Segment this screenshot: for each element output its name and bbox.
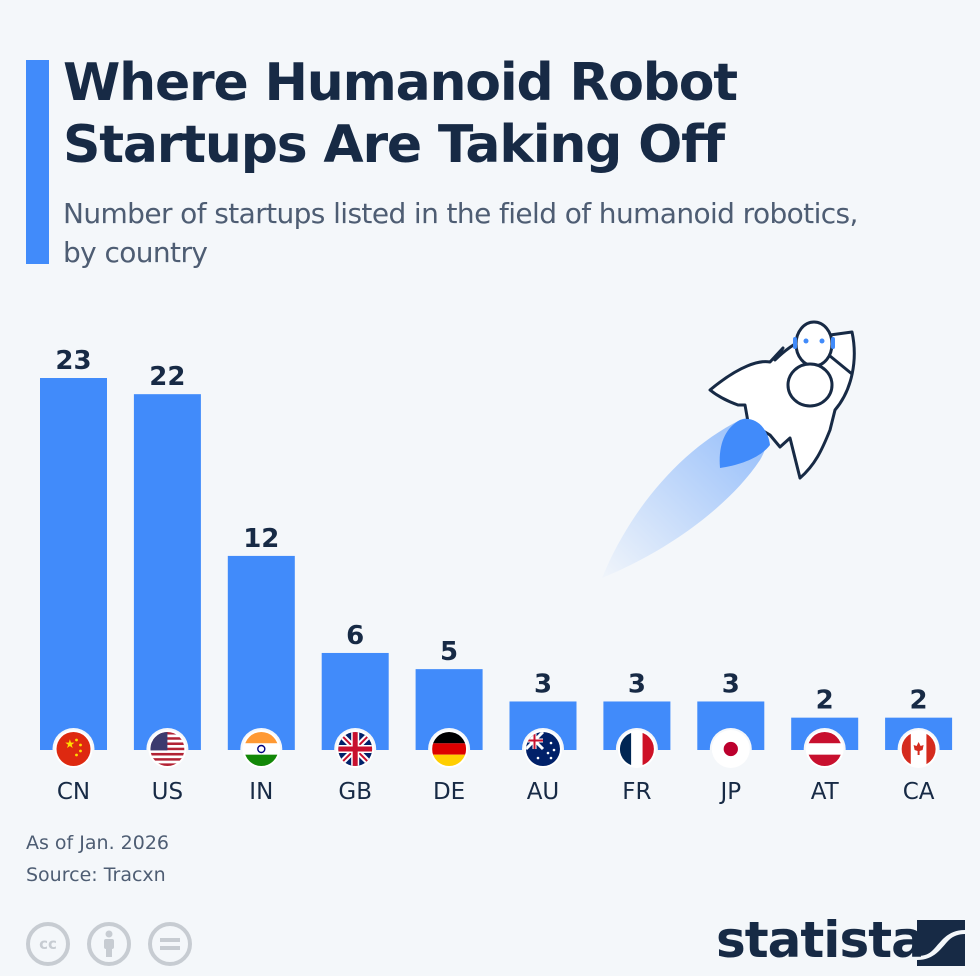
statista-logo[interactable]: statista xyxy=(716,911,925,969)
statista-logo-mark-icon xyxy=(917,920,965,966)
bar-cn xyxy=(40,378,107,750)
value-label-at: 2 xyxy=(816,686,834,716)
chart-subtitle: Number of startups listed in the field o… xyxy=(63,194,980,272)
cc-icon[interactable]: cc xyxy=(26,922,70,966)
category-label-au: AU xyxy=(527,779,560,805)
category-label-fr: FR xyxy=(622,779,651,805)
date-note: As of Jan. 2026 xyxy=(26,832,170,854)
chart-title: Where Humanoid Robot Startups Are Taking… xyxy=(63,52,963,176)
value-label-au: 3 xyxy=(534,669,552,699)
category-label-gb: GB xyxy=(338,779,372,805)
category-label-at: AT xyxy=(811,779,840,805)
bar-us xyxy=(133,394,201,750)
rocket-flame xyxy=(719,418,770,468)
no-derivatives-icon[interactable] xyxy=(148,922,192,966)
flags-layer: ★ xyxy=(52,728,940,770)
title-line-2: Startups Are Taking Off xyxy=(63,115,725,175)
value-label-fr: 3 xyxy=(628,669,646,699)
usa-flag-icon xyxy=(146,728,189,770)
title-accent-bar xyxy=(26,60,49,264)
japan-flag-icon xyxy=(709,728,752,770)
bar-chart: ★ 23 CN 22 US 12 IN 6 GB 5 DE 3 AU 3 FR 3 JP 2 AT 2 CA xyxy=(40,346,953,805)
rocket-robot-illustration xyxy=(602,320,856,578)
category-label-us: US xyxy=(152,779,183,805)
value-label-gb: 6 xyxy=(346,621,364,651)
austria-flag-icon xyxy=(803,728,846,770)
category-label-cn: CN xyxy=(57,779,90,805)
value-label-de: 5 xyxy=(440,637,458,667)
france-flag-icon xyxy=(615,728,658,770)
robot-torso xyxy=(786,362,834,408)
china-flag-icon: ★ xyxy=(52,728,95,770)
title-line-1: Where Humanoid Robot xyxy=(63,53,738,113)
labels-layer: 23 CN 22 US 12 IN 6 GB 5 DE 3 AU 3 FR 3 JP 2 AT 2 CA xyxy=(55,346,934,805)
attribution-icon[interactable] xyxy=(87,922,131,966)
category-label-de: DE xyxy=(433,779,465,805)
bar-in xyxy=(227,555,295,750)
equals-glyph xyxy=(160,938,180,950)
value-label-us: 22 xyxy=(149,362,185,392)
category-label-in: IN xyxy=(249,779,273,805)
india-flag-icon xyxy=(240,728,283,770)
germany-flag-icon xyxy=(428,728,471,770)
bars-layer xyxy=(40,378,953,750)
person-glyph xyxy=(104,930,114,957)
category-label-jp: JP xyxy=(718,779,741,805)
value-label-in: 12 xyxy=(243,524,279,554)
australia-flag-icon xyxy=(522,728,564,770)
value-label-ca: 2 xyxy=(910,686,928,716)
uk-flag-icon xyxy=(334,728,377,770)
subtitle-line-2: by country xyxy=(63,236,208,269)
value-label-cn: 23 xyxy=(55,346,91,376)
svg-text:★: ★ xyxy=(65,737,76,751)
source-note: Source: Tracxn xyxy=(26,864,166,886)
category-label-ca: CA xyxy=(903,779,935,805)
cc-label: cc xyxy=(39,935,57,953)
subtitle-line-1: Number of startups listed in the field o… xyxy=(63,197,858,230)
canada-flag-icon xyxy=(897,728,940,770)
value-label-jp: 3 xyxy=(722,669,740,699)
